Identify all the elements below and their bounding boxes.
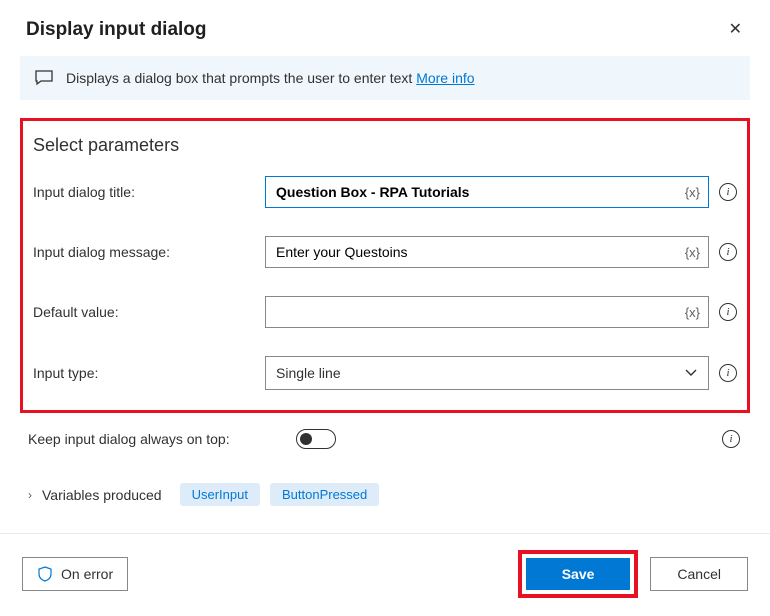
input-dialog-message-field-wrap: {x} xyxy=(265,236,709,268)
shield-icon xyxy=(37,566,53,582)
save-button-highlight: Save xyxy=(518,550,639,598)
variable-chip-buttonpressed[interactable]: ButtonPressed xyxy=(270,483,379,506)
banner-text: Displays a dialog box that prompts the u… xyxy=(66,70,475,86)
label-default-value: Default value: xyxy=(33,304,265,320)
info-banner: Displays a dialog box that prompts the u… xyxy=(20,56,750,100)
comment-icon xyxy=(34,68,54,88)
row-keep-on-top: Keep input dialog always on top: i xyxy=(28,429,742,449)
info-icon[interactable]: i xyxy=(719,243,737,261)
toggle-knob xyxy=(300,433,312,445)
on-error-label: On error xyxy=(61,566,113,582)
label-input-type: Input type: xyxy=(33,365,265,381)
label-keep-on-top: Keep input dialog always on top: xyxy=(28,431,296,447)
keep-on-top-toggle[interactable] xyxy=(296,429,336,449)
default-value-field[interactable] xyxy=(276,304,679,320)
section-title: Select parameters xyxy=(33,135,739,156)
cancel-button[interactable]: Cancel xyxy=(650,557,748,591)
info-icon[interactable]: i xyxy=(719,364,737,382)
variable-picker-icon[interactable]: {x} xyxy=(679,305,700,320)
info-icon[interactable]: i xyxy=(719,303,737,321)
variable-picker-icon[interactable]: {x} xyxy=(679,245,700,260)
close-icon[interactable]: ✕ xyxy=(725,18,746,42)
info-icon[interactable]: i xyxy=(722,430,740,448)
row-input-dialog-title: Input dialog title: {x} i xyxy=(31,176,739,208)
input-type-select[interactable]: Single line xyxy=(265,356,709,390)
row-input-type: Input type: Single line i xyxy=(31,356,739,390)
chevron-right-icon[interactable]: › xyxy=(28,488,32,502)
dialog-title: Display input dialog xyxy=(26,19,207,41)
input-dialog-title-field-wrap: {x} xyxy=(265,176,709,208)
save-button[interactable]: Save xyxy=(526,558,631,590)
label-input-dialog-title: Input dialog title: xyxy=(33,184,265,200)
variables-produced-label: Variables produced xyxy=(42,487,162,503)
more-info-link[interactable]: More info xyxy=(416,70,474,86)
variables-produced-row: › Variables produced UserInput ButtonPre… xyxy=(28,483,770,506)
input-dialog-title-field[interactable] xyxy=(276,184,679,200)
dialog-footer: On error Save Cancel xyxy=(0,533,770,616)
label-input-dialog-message: Input dialog message: xyxy=(33,244,265,260)
dialog-header: Display input dialog ✕ xyxy=(0,0,770,56)
row-default-value: Default value: {x} i xyxy=(31,296,739,328)
on-error-button[interactable]: On error xyxy=(22,557,128,591)
banner-text-content: Displays a dialog box that prompts the u… xyxy=(66,70,416,86)
select-parameters-highlight: Select parameters Input dialog title: {x… xyxy=(20,118,750,413)
row-input-dialog-message: Input dialog message: {x} i xyxy=(31,236,739,268)
info-icon[interactable]: i xyxy=(719,183,737,201)
input-type-value: Single line xyxy=(276,365,341,381)
default-value-field-wrap: {x} xyxy=(265,296,709,328)
variable-picker-icon[interactable]: {x} xyxy=(679,185,700,200)
input-dialog-message-field[interactable] xyxy=(276,244,679,260)
variable-chip-userinput[interactable]: UserInput xyxy=(180,483,260,506)
chevron-down-icon xyxy=(684,366,698,380)
